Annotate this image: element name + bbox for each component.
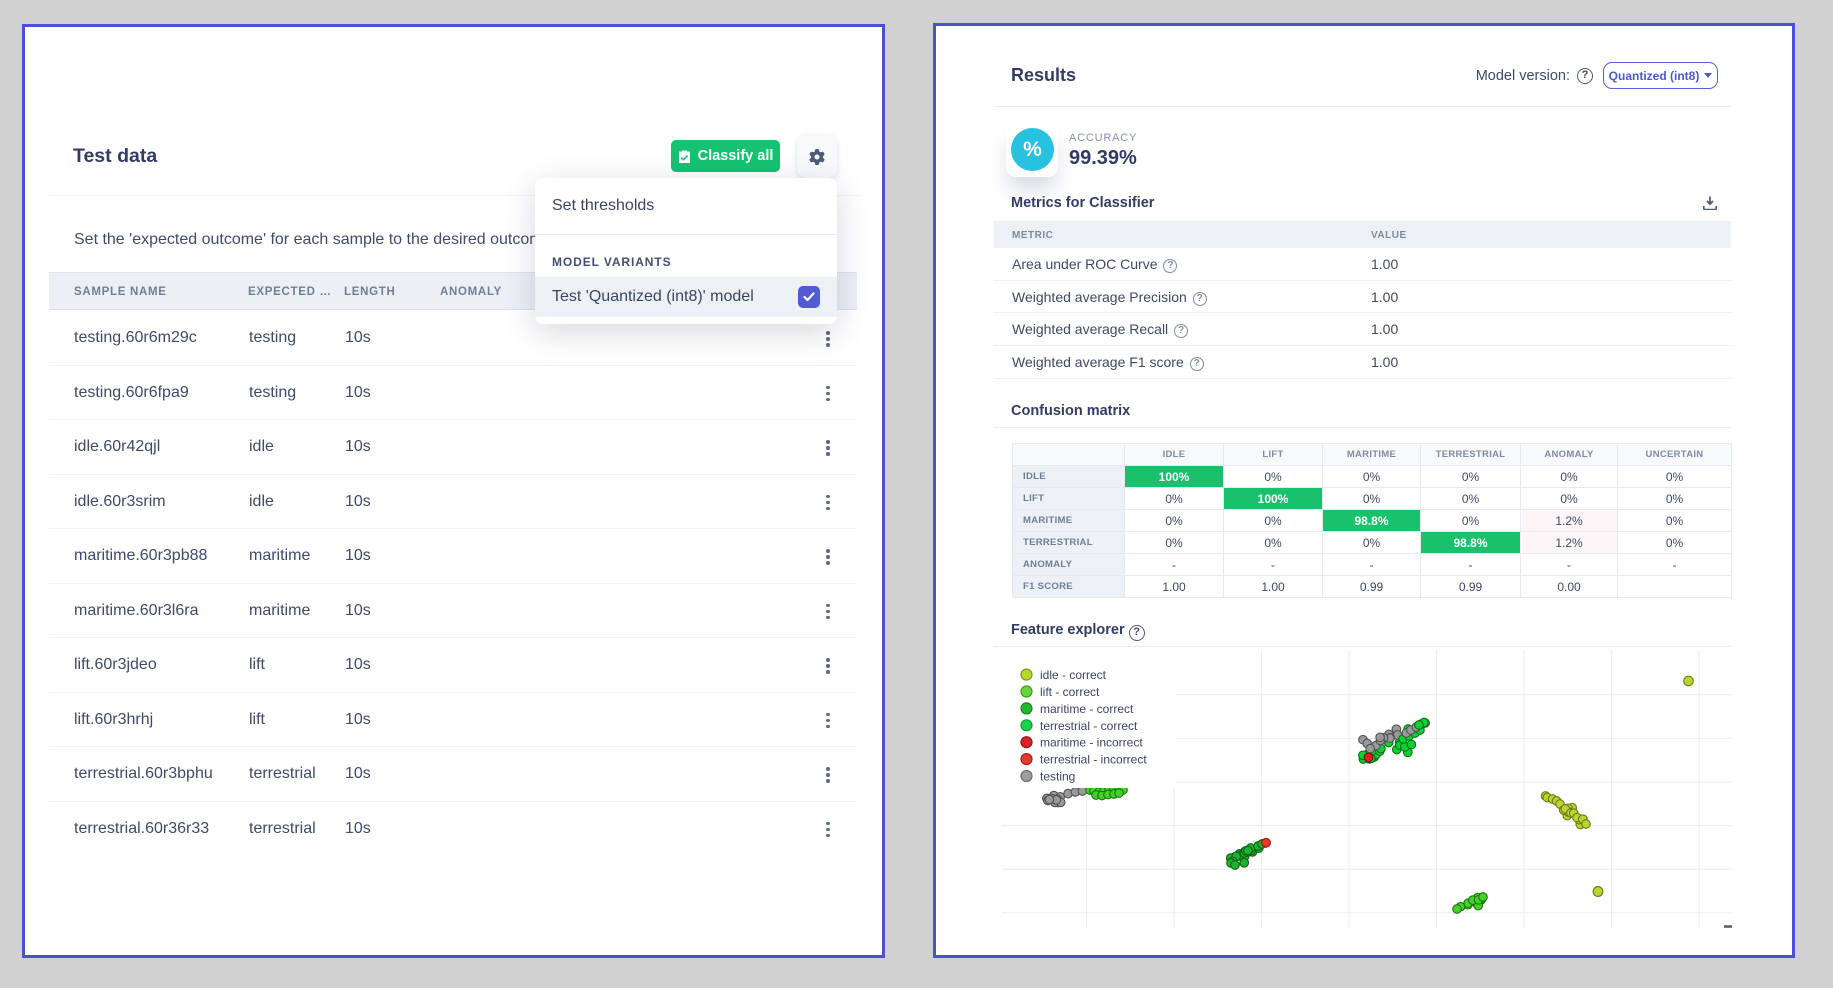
svg-text:lift - correct: lift - correct (1040, 685, 1100, 699)
svg-text:maritime - incorrect: maritime - incorrect (1040, 736, 1143, 750)
svg-text:idle - correct: idle - correct (1040, 668, 1107, 682)
svg-text:testing: testing (1040, 770, 1075, 784)
svg-text:terrestrial - correct: terrestrial - correct (1040, 719, 1138, 733)
svg-text:terrestrial - incorrect: terrestrial - incorrect (1040, 753, 1147, 767)
svg-text:maritime - correct: maritime - correct (1040, 702, 1134, 716)
